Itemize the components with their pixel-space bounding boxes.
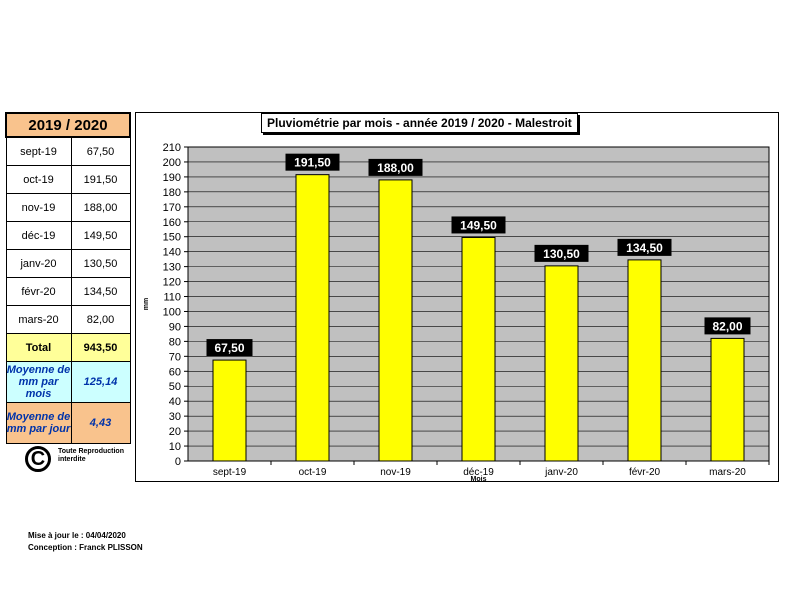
table-row: nov-19 188,00 [5, 193, 131, 222]
data-label-box [285, 153, 340, 171]
month-cell: févr-20 [5, 277, 72, 306]
table-row: sept-19 67,50 [5, 136, 131, 166]
avg-month-value: 125,14 [70, 361, 131, 403]
y-tick-label: 170 [163, 202, 181, 214]
bar [544, 265, 579, 462]
copyright-text: Toute Reproduction interdite [58, 448, 124, 463]
y-tick-label: 50 [169, 381, 181, 393]
bar-chart: 0 10 20 30 40 50 60 70 80 90 100 110 120 130 140 150 160… [143, 142, 770, 481]
avg-day-row: Moyenne de mm par jour 4,43 [5, 402, 131, 444]
y-axis-label: mm [143, 298, 150, 310]
value-cell: 82,00 [70, 305, 131, 334]
bar [378, 179, 413, 462]
total-value: 943,50 [70, 333, 131, 362]
copyright-notice: C Toute Reproduction interdite [25, 446, 135, 476]
x-tick-label: mars-20 [709, 467, 746, 478]
month-cell: sept-19 [5, 136, 72, 166]
month-cell: janv-20 [5, 249, 72, 278]
y-tick-label: 150 [163, 232, 181, 244]
data-label: 191,50 [294, 156, 331, 170]
y-tick-label: 140 [163, 247, 181, 259]
data-label-box [451, 216, 506, 234]
data-label-box [368, 158, 423, 176]
value-cell: 191,50 [70, 165, 131, 194]
month-cell: mars-20 [5, 305, 72, 334]
table-row: mars-20 82,00 [5, 305, 131, 334]
y-tick-label: 40 [169, 396, 181, 408]
y-tick-label: 100 [163, 306, 181, 318]
value-cell: 188,00 [70, 193, 131, 222]
x-tick-label: sept-19 [213, 467, 247, 478]
bar [461, 236, 496, 462]
avg-day-value: 4,43 [70, 402, 131, 444]
y-tick-label: 190 [163, 172, 181, 184]
avg-day-label: Moyenne de mm par jour [5, 402, 72, 444]
x-tick-label: oct-19 [299, 467, 327, 478]
bar [627, 259, 662, 462]
data-label-box [534, 244, 589, 262]
bar [710, 337, 745, 462]
y-tick-label: 10 [169, 441, 181, 453]
data-label: 130,50 [543, 247, 580, 261]
bar [295, 174, 330, 462]
value-cell: 130,50 [70, 249, 131, 278]
y-tick-label: 130 [163, 262, 181, 274]
data-label-box [704, 317, 751, 335]
month-cell: déc-19 [5, 221, 72, 250]
avg-month-row: Moyenne de mm par mois 125,14 [5, 361, 131, 403]
chart-area: 0 10 20 30 40 50 60 70 80 90 100 110 120 130 140 150 160… [135, 112, 779, 482]
x-tick-label: janv-20 [544, 467, 578, 478]
update-date: Mise à jour le : 04/04/2020 [28, 531, 126, 540]
data-label: 149,50 [460, 218, 497, 232]
y-tick-label: 180 [163, 187, 181, 199]
y-tick-label: 70 [169, 351, 181, 363]
y-tick-label: 90 [169, 321, 181, 333]
x-axis-label: Mois [471, 476, 487, 481]
table-row: janv-20 130,50 [5, 249, 131, 278]
copyright-icon: C [25, 446, 51, 472]
y-tick-label: 110 [163, 292, 181, 304]
data-label: 82,00 [712, 319, 742, 333]
data-label: 67,50 [214, 341, 244, 355]
month-cell: oct-19 [5, 165, 72, 194]
data-label-box [617, 238, 672, 256]
month-cell: nov-19 [5, 193, 72, 222]
table-row: févr-20 134,50 [5, 277, 131, 306]
y-tick-label: 160 [163, 217, 181, 229]
y-tick-label: 20 [169, 426, 181, 438]
y-tick-label: 120 [163, 277, 181, 289]
value-cell: 67,50 [70, 136, 131, 166]
value-cell: 134,50 [70, 277, 131, 306]
table-row: déc-19 149,50 [5, 221, 131, 250]
chart-title: Pluviométrie par mois - année 2019 / 202… [261, 113, 578, 133]
author: Conception : Franck PLISSON [28, 543, 143, 552]
y-tick-label: 0 [175, 456, 181, 468]
data-label: 188,00 [377, 161, 414, 175]
y-tick-label: 30 [169, 411, 181, 423]
total-row: Total 943,50 [5, 333, 131, 362]
x-tick-label: févr-20 [629, 467, 661, 478]
summary-table: 2019 / 2020 sept-19 67,50 oct-19 191,50 no… [5, 112, 131, 444]
season-header: 2019 / 2020 [5, 112, 131, 138]
total-label: Total [5, 333, 72, 362]
avg-month-label: Moyenne de mm par mois [5, 361, 72, 403]
y-tick-label: 60 [169, 366, 181, 378]
table-row: oct-19 191,50 [5, 165, 131, 194]
data-label: 134,50 [626, 241, 663, 255]
value-cell: 149,50 [70, 221, 131, 250]
y-tick-label: 200 [163, 157, 181, 169]
bar [212, 359, 247, 462]
x-tick-label: nov-19 [380, 467, 411, 478]
y-tick-label: 210 [163, 142, 181, 154]
y-tick-label: 80 [169, 336, 181, 348]
data-label-box [206, 339, 253, 357]
x-tick-label: déc-19 [463, 467, 494, 478]
footer: Mise à jour le : 04/04/2020 Conception :… [28, 530, 143, 554]
